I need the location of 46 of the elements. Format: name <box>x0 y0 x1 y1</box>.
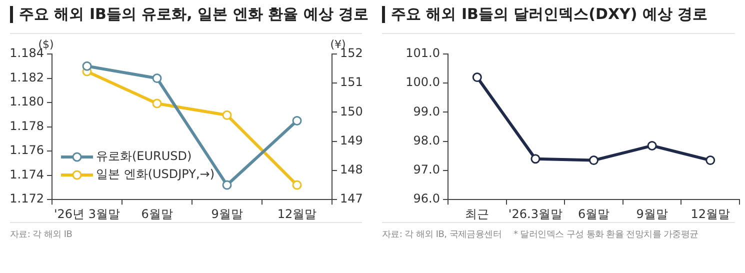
x-tick-label: 최근 <box>465 206 490 221</box>
y-tick-label: 1.182 <box>10 70 44 84</box>
point <box>222 180 232 190</box>
x-tick-label: 9월말 <box>211 206 243 221</box>
text: * 달러인덱스 구성 통화 환율 전망치를 가중평균 <box>513 229 698 241</box>
y-tick-label: 1.178 <box>10 118 44 133</box>
y-tick-label: 100.0 <box>406 75 440 90</box>
y-axis-title: ($) <box>38 38 54 51</box>
legend-label: 일본 엔화(USDJPY,→) <box>96 166 215 184</box>
point <box>292 180 302 190</box>
x-tick-label: '26년 3월말 <box>54 206 120 221</box>
point <box>647 140 657 150</box>
y-tick-label: 98.0 <box>413 133 440 148</box>
y-tick-label: 1.176 <box>10 143 44 158</box>
text: 자료: 각 해외 IB <box>10 229 72 241</box>
x-tick-label: '26.3월말 <box>508 206 562 221</box>
x-tick-label: 12월말 <box>277 206 317 221</box>
y-tick-label: 99.0 <box>413 104 440 118</box>
text: 자료: 각 해외 IB, 국제금융센터 <box>382 229 502 241</box>
y-tick-label: 1.174 <box>10 167 44 182</box>
point <box>82 61 92 71</box>
x-tick-label: 6월말 <box>578 206 610 221</box>
point <box>472 72 482 82</box>
x-tick-label: 9월말 <box>636 206 668 221</box>
y2-tick-label: 149 <box>340 133 363 148</box>
y-tick-label: 101.0 <box>406 46 440 60</box>
y2-tick-label: 148 <box>340 162 363 177</box>
x-tick-label: 6월말 <box>141 206 173 221</box>
y2-tick-label: 150 <box>340 104 363 118</box>
point <box>706 156 716 166</box>
point <box>530 154 540 164</box>
point <box>589 156 598 166</box>
y-tick-label: 96.0 <box>413 192 440 206</box>
y2-tick-label: 147 <box>340 192 363 206</box>
x-tick-label: 12월말 <box>690 206 730 221</box>
point <box>292 116 302 126</box>
chart-title: 주요 해외 IB들의 달러인덱스(DXY) 예상 경로 <box>382 5 708 23</box>
point <box>152 98 162 108</box>
point <box>152 74 162 84</box>
y-tick-label: 1.180 <box>10 94 44 109</box>
y-tick-label: 1.172 <box>10 192 44 206</box>
legend-label: 유로화(EURUSD) <box>96 148 192 166</box>
y-tick-label: 97.0 <box>413 162 440 177</box>
point <box>222 110 232 120</box>
y2-tick-label: 151 <box>340 75 363 90</box>
chart-title: 주요 해외 IB들의 유로화, 일본 엔화 환율 예상 경로 <box>10 5 368 23</box>
